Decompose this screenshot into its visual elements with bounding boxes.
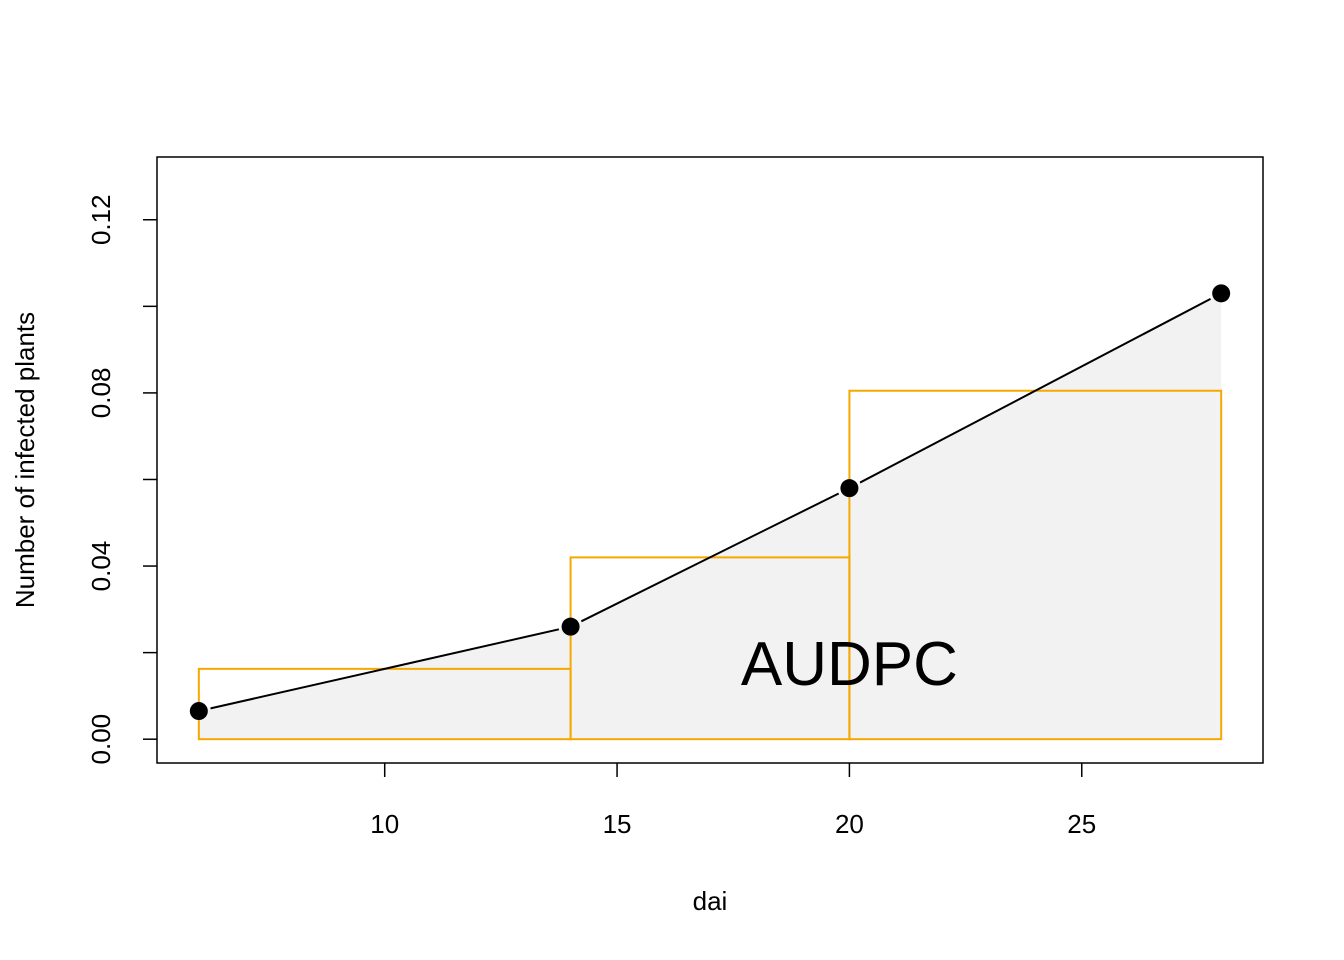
y-axis: 0.00 0.04 0.08 0.12 (86, 194, 157, 764)
x-axis: 10 15 20 25 (370, 763, 1096, 839)
y-tick-label: 0.00 (86, 714, 116, 765)
y-axis-title: Number of infected plants (10, 312, 40, 608)
x-tick-label: 25 (1067, 809, 1096, 839)
y-tick-label: 0.12 (86, 194, 116, 245)
y-tick-label: 0.08 (86, 368, 116, 419)
area-layer (198, 293, 1222, 740)
x-tick-label: 15 (603, 809, 632, 839)
y-tick-label: 0.04 (86, 541, 116, 592)
data-point (189, 702, 208, 721)
x-axis-title: dai (693, 886, 728, 916)
data-point (1212, 284, 1231, 303)
series-line-segment (210, 628, 560, 710)
series-line-segment (580, 492, 840, 623)
audpc-area (198, 293, 1222, 740)
points-layer (189, 284, 1231, 721)
audpc-label: AUDPC (741, 630, 958, 699)
x-tick-label: 10 (370, 809, 399, 839)
series-line-layer (210, 298, 1212, 710)
annotation-layer: AUDPC (741, 630, 958, 699)
plot-frame (156, 156, 1264, 764)
data-point (561, 617, 580, 636)
series-line-segment (859, 298, 1212, 484)
x-tick-label: 20 (835, 809, 864, 839)
data-point (840, 479, 859, 498)
